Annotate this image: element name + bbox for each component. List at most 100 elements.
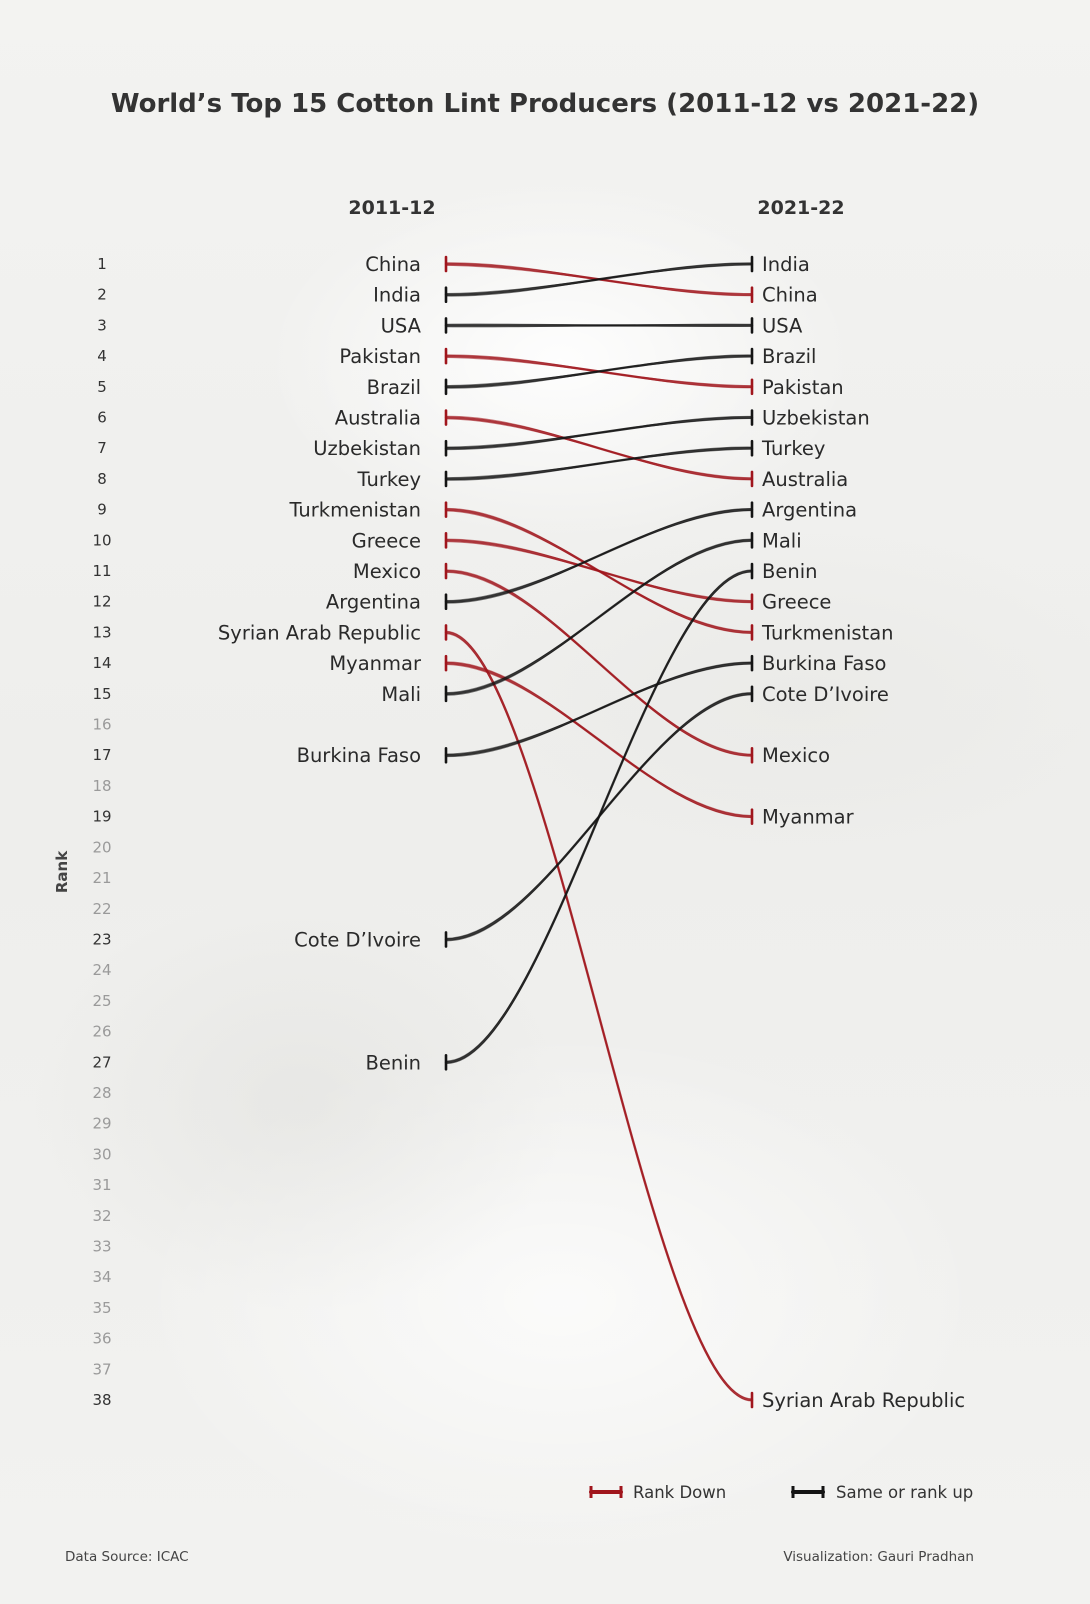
- legend-rank-down-swatch: [589, 1486, 623, 1498]
- rank-tick-19: 19: [92, 808, 111, 826]
- label-2011-burkina-faso: Burkina Faso: [297, 744, 421, 767]
- label-2021-usa: USA: [762, 314, 803, 337]
- label-2021-brazil: Brazil: [762, 345, 816, 368]
- rank-tick-10: 10: [92, 531, 111, 549]
- rank-tick-11: 11: [92, 562, 111, 580]
- slope-turkey: [444, 439, 754, 488]
- rank-tick-32: 32: [92, 1207, 111, 1225]
- rank-tick-8: 8: [97, 470, 107, 488]
- rank-tick-12: 12: [92, 593, 111, 611]
- column-header-2011-12: 2011-12: [348, 197, 435, 219]
- rank-tick-2: 2: [97, 286, 107, 304]
- rank-tick-27: 27: [92, 1053, 111, 1071]
- rank-tick-4: 4: [97, 347, 107, 365]
- rank-tick-30: 30: [92, 1145, 111, 1163]
- rank-tick-36: 36: [92, 1330, 111, 1348]
- visualization-credit: Visualization: Gauri Pradhan: [783, 1549, 974, 1565]
- label-2021-australia: Australia: [762, 468, 848, 491]
- label-2021-india: India: [762, 253, 810, 276]
- rank-tick-22: 22: [92, 900, 111, 918]
- label-2011-syrian-arab-republic: Syrian Arab Republic: [218, 621, 421, 644]
- slope-mexico: [444, 562, 754, 764]
- legend-rank-down-label: Rank Down: [633, 1483, 726, 1502]
- rank-tick-15: 15: [92, 685, 111, 703]
- label-2011-cote-d-ivoire: Cote D’Ivoire: [294, 928, 421, 951]
- legend-rank-up-swatch: [791, 1486, 825, 1498]
- rank-tick-24: 24: [92, 961, 111, 979]
- label-2021-myanmar: Myanmar: [762, 806, 855, 829]
- label-2021-turkey: Turkey: [761, 437, 825, 460]
- rank-tick-20: 20: [92, 838, 111, 856]
- rank-tick-31: 31: [92, 1176, 111, 1194]
- legend: Rank Down Same or rank up: [589, 1483, 973, 1502]
- rank-tick-14: 14: [92, 654, 111, 672]
- rank-tick-18: 18: [92, 777, 111, 795]
- rank-axis-label: Rank: [53, 850, 71, 893]
- rank-tick-7: 7: [97, 439, 107, 457]
- label-2011-turkmenistan: Turkmenistan: [288, 499, 421, 522]
- rank-tick-21: 21: [92, 869, 111, 887]
- label-2021-greece: Greece: [762, 591, 831, 614]
- rank-tick-28: 28: [92, 1084, 111, 1102]
- label-2011-greece: Greece: [352, 529, 421, 552]
- rank-tick-34: 34: [92, 1268, 111, 1286]
- slope-burkina-faso: [444, 654, 754, 764]
- label-2011-china: China: [365, 253, 421, 276]
- label-2021-benin: Benin: [762, 560, 818, 583]
- label-2011-myanmar: Myanmar: [329, 652, 422, 675]
- label-2021-china: China: [762, 284, 818, 307]
- label-2021-pakistan: Pakistan: [762, 376, 844, 399]
- label-2011-turkey: Turkey: [357, 468, 421, 491]
- label-2011-brazil: Brazil: [367, 376, 421, 399]
- slope-mali: [444, 532, 754, 703]
- label-2011-australia: Australia: [335, 407, 421, 430]
- rank-tick-3: 3: [97, 316, 107, 334]
- label-2021-mali: Mali: [762, 529, 802, 552]
- rank-tick-23: 23: [92, 930, 111, 948]
- slope-syrian-arab-republic: [444, 624, 754, 1409]
- rank-tick-33: 33: [92, 1237, 111, 1255]
- label-2021-cote-d-ivoire: Cote D’Ivoire: [762, 683, 889, 706]
- rank-tick-25: 25: [92, 992, 111, 1010]
- label-2011-argentina: Argentina: [326, 591, 421, 614]
- slope-brazil: [444, 347, 754, 396]
- label-2021-uzbekistan: Uzbekistan: [762, 407, 870, 430]
- label-2011-india: India: [373, 284, 421, 307]
- rank-tick-9: 9: [97, 501, 107, 519]
- rank-tick-38: 38: [92, 1391, 111, 1409]
- slope-myanmar: [444, 654, 754, 825]
- slope-lines: [444, 255, 754, 1409]
- rank-tick-35: 35: [92, 1299, 111, 1317]
- slope-benin: [444, 562, 754, 1071]
- slope-india: [444, 255, 754, 304]
- rank-tick-5: 5: [97, 378, 107, 396]
- label-2021-syrian-arab-republic: Syrian Arab Republic: [762, 1389, 965, 1412]
- rank-ticks: 1234567891011121314151617181920212223242…: [92, 255, 111, 1409]
- labels-2021-22: China India USA Pakistan Brazil Australia Uzbe…: [761, 253, 965, 1412]
- slope-greece: [444, 532, 754, 611]
- slope-uzbekistan: [444, 409, 754, 457]
- rank-tick-29: 29: [92, 1115, 111, 1133]
- label-2011-mexico: Mexico: [353, 560, 421, 583]
- label-2011-usa: USA: [381, 314, 422, 337]
- rank-tick-13: 13: [92, 623, 111, 641]
- chart-title: World’s Top 15 Cotton Lint Producers (20…: [111, 89, 979, 119]
- slope-argentina: [444, 501, 754, 611]
- rank-tick-16: 16: [92, 716, 111, 734]
- label-2011-benin: Benin: [365, 1051, 421, 1074]
- legend-rank-up-label: Same or rank up: [836, 1483, 973, 1502]
- rank-tick-26: 26: [92, 1023, 111, 1041]
- rank-tick-6: 6: [97, 409, 107, 427]
- label-2011-pakistan: Pakistan: [339, 345, 421, 368]
- label-2021-burkina-faso: Burkina Faso: [762, 652, 886, 675]
- column-header-2021-22: 2021-22: [757, 197, 844, 219]
- rank-tick-37: 37: [92, 1360, 111, 1378]
- rank-tick-1: 1: [97, 255, 107, 273]
- slope-australia: [444, 409, 754, 488]
- label-2011-mali: Mali: [381, 683, 421, 706]
- label-2021-mexico: Mexico: [762, 744, 830, 767]
- data-source: Data Source: ICAC: [65, 1549, 189, 1565]
- label-2021-argentina: Argentina: [762, 499, 857, 522]
